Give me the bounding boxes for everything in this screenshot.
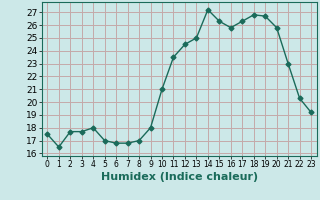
X-axis label: Humidex (Indice chaleur): Humidex (Indice chaleur) [100, 172, 258, 182]
